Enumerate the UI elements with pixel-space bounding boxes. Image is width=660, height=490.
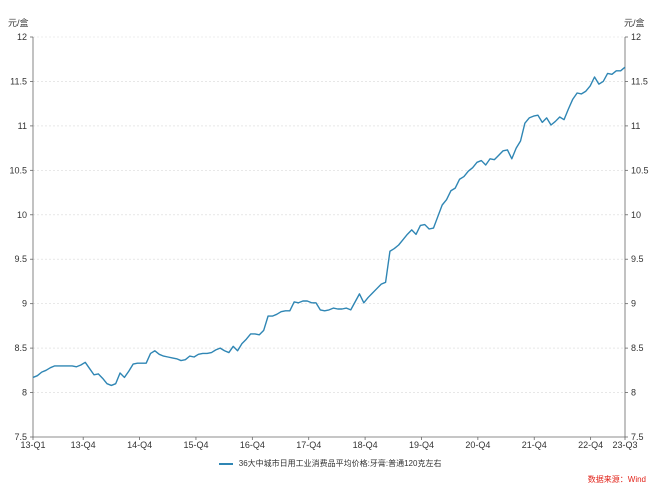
y-tick-label-right: 10.5	[631, 165, 649, 175]
x-tick-label: 15-Q4	[183, 440, 208, 450]
x-tick-label: 23-Q3	[612, 440, 637, 450]
y-tick-label: 10.5	[9, 165, 27, 175]
grid	[33, 36, 625, 393]
y-tick-label: 11.5	[10, 76, 27, 86]
x-tick-label: 13-Q1	[20, 440, 45, 450]
y-tick-label-right: 9.5	[631, 254, 644, 264]
y-axis-unit-right: 元/盒	[624, 17, 645, 28]
y-axis-left: 7.5 8 8.5 9 9.5 10 10.5 11 11.5 12	[9, 32, 33, 442]
y-tick-label-right: 7.5	[631, 432, 644, 442]
x-tick-label: 16-Q4	[240, 440, 265, 450]
x-tick-label: 22-Q4	[578, 440, 603, 450]
y-tick-label-right: 12	[631, 32, 641, 42]
y-tick-label-right: 8.5	[631, 343, 644, 353]
y-tick-label-right: 11	[631, 121, 640, 131]
y-tick-label-right: 9	[631, 299, 636, 309]
legend: 36大中城市日用工业消费品平均价格:牙膏:普通120克左右	[0, 458, 660, 469]
x-tick-label: 20-Q4	[465, 440, 490, 450]
legend-swatch	[218, 462, 233, 465]
x-tick-label: 14-Q4	[127, 440, 152, 450]
legend-label: 36大中城市日用工业消费品平均价格:牙膏:普通120克左右	[238, 459, 442, 468]
y-tick-label: 8.5	[14, 343, 27, 353]
y-tick-label: 8	[22, 388, 27, 398]
y-tick-label: 9	[22, 299, 27, 309]
x-tick-label: 17-Q4	[296, 440, 321, 450]
y-tick-label: 9.5	[14, 254, 27, 264]
y-tick-label: 11	[18, 121, 27, 131]
y-tick-label: 10	[17, 210, 27, 220]
y-tick-label: 7.5	[14, 432, 27, 442]
y-tick-label-right: 8	[631, 388, 636, 398]
y-tick-label-right: 10	[631, 210, 641, 220]
x-tick-label: 13-Q4	[71, 440, 96, 450]
y-axis-unit-left: 元/盒	[8, 17, 29, 28]
source-label: 数据来源：Wind	[587, 475, 646, 484]
x-tick-label: 19-Q4	[409, 440, 434, 450]
x-tick-label: 21-Q4	[522, 440, 547, 450]
y-tick-label-right: 11.5	[631, 76, 648, 86]
series-line	[32, 66, 626, 387]
y-axis-right: 7.5 8 8.5 9 9.5 10 10.5 11 11.5 12	[625, 32, 649, 442]
y-tick-label: 12	[17, 32, 27, 42]
axes	[32, 37, 626, 438]
x-tick-label: 18-Q4	[353, 440, 378, 450]
x-axis: 13-Q1 13-Q4 14-Q4 15-Q4 16-Q4 17-Q4 18-Q4 19-Q4…	[20, 437, 638, 450]
